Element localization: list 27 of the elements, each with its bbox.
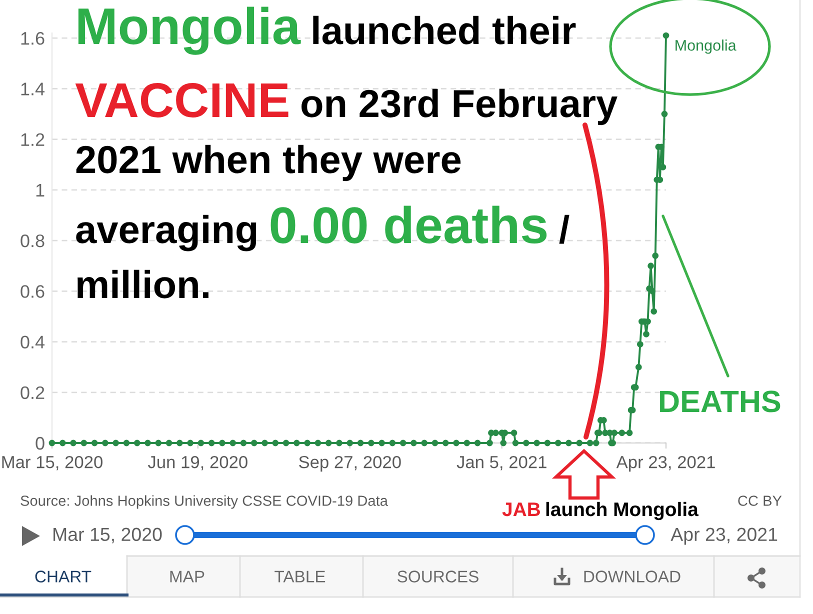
annotation: DEATHS bbox=[660, 390, 780, 412]
y-tick-label: 0 bbox=[36, 436, 44, 450]
y-tick-label: 0.8 bbox=[20, 234, 44, 248]
x-tick-label: Sep 27, 2020 bbox=[299, 456, 401, 472]
y-tick-label: 1.6 bbox=[21, 32, 44, 45]
x-tick-label: Jun 19, 2020 bbox=[148, 456, 248, 470]
source-note: Source: Johns Hopkins University CSSE COVID-19 Data bbox=[20, 495, 388, 509]
text: JAB launch Mongolia bbox=[502, 502, 699, 520]
text: Mar 15, 2020 bbox=[54, 528, 162, 544]
y-tick-label: 0.4 bbox=[20, 336, 45, 348]
text: CC BY bbox=[738, 496, 782, 506]
text: Apr 23, 2021 bbox=[670, 528, 778, 545]
text: Mongolia launched their VACCINE on 23rd February 2021 when they were averaging 0.00 deaths / million. bbox=[75, 6, 618, 298]
text: TABLE bbox=[274, 570, 326, 582]
series-label: Mongolia bbox=[676, 40, 736, 54]
x-tick-label: Jan 5, 2021 bbox=[456, 456, 546, 470]
y-tick-label: 1.2 bbox=[21, 133, 44, 146]
y-tick-label: 1.4 bbox=[21, 82, 45, 96]
y-tick-label: 0.2 bbox=[20, 386, 44, 400]
text: DOWNLOAD bbox=[584, 570, 680, 582]
y-tick-label: 0.6 bbox=[20, 285, 44, 298]
text: CHART bbox=[35, 570, 92, 582]
y-tick-label: 1 bbox=[36, 184, 44, 196]
text: MAP bbox=[170, 570, 204, 582]
x-tick-label: Apr 23, 2021 bbox=[616, 456, 715, 472]
x-tick-label: Mar 15, 2020 bbox=[2, 456, 102, 470]
text: SOURCES bbox=[398, 570, 478, 582]
